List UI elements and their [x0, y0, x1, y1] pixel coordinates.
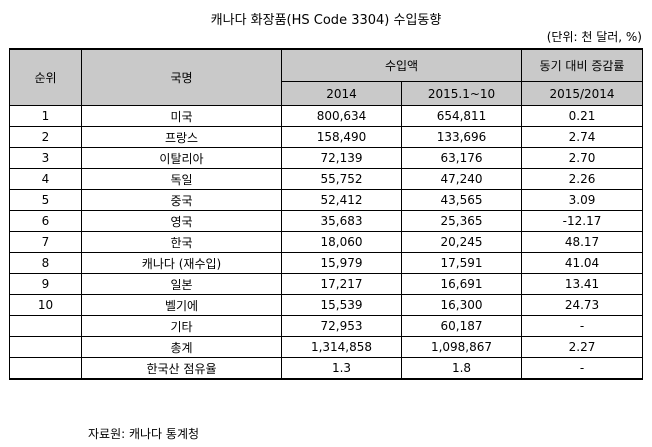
rank-cell: 1 [9, 105, 82, 127]
rank-cell [9, 357, 82, 380]
rank-cell [9, 336, 82, 358]
growth-rate-cell: - [521, 315, 643, 337]
value-2014-cell: 1,314,858 [281, 336, 402, 358]
rank-cell: 4 [9, 168, 82, 190]
value-2015-cell: 25,365 [401, 210, 522, 232]
table-row: 10 벨기에 15,539 16,300 24.73 [9, 294, 643, 316]
country-cell: 한국 [81, 231, 282, 253]
source-note: 자료원: 캐나다 통계청 [88, 427, 200, 441]
country-cell: 이탈리아 [81, 147, 282, 169]
value-2015-cell: 1,098,867 [401, 336, 522, 358]
value-2014-cell: 1.3 [281, 357, 402, 380]
unit-note: (단위: 천 달러, %) [546, 30, 642, 44]
growth-rate-cell: -12.17 [521, 210, 643, 232]
country-cell: 독일 [81, 168, 282, 190]
growth-rate-cell: 0.21 [521, 105, 643, 127]
rank-cell: 10 [9, 294, 82, 316]
value-2014-cell: 800,634 [281, 105, 402, 127]
country-cell: 기타 [81, 315, 282, 337]
country-cell: 한국산 점유율 [81, 357, 282, 380]
value-2015-cell: 16,300 [401, 294, 522, 316]
growth-rate-cell: 13.41 [521, 273, 643, 295]
growth-rate-cell: - [521, 357, 643, 380]
value-2014-cell: 17,217 [281, 273, 402, 295]
table-row: 5 중국 52,412 43,565 3.09 [9, 189, 643, 211]
header-row-1: 순위 국명 수입액 동기 대비 증감률 [9, 48, 643, 106]
value-2014-cell: 15,539 [281, 294, 402, 316]
header-year-2014: 2014 [281, 81, 402, 106]
value-2015-cell: 47,240 [401, 168, 522, 190]
country-cell: 프랑스 [81, 126, 282, 148]
value-2015-cell: 63,176 [401, 147, 522, 169]
rank-cell: 3 [9, 147, 82, 169]
value-2015-cell: 43,565 [401, 189, 522, 211]
table-row: 총계 1,314,858 1,098,867 2.27 [9, 336, 643, 358]
value-2015-cell: 60,187 [401, 315, 522, 337]
header-growth: 동기 대비 증감률 [521, 48, 643, 82]
table-row: 7 한국 18,060 20,245 48.17 [9, 231, 643, 253]
table-row: 8 캐나다 (재수입) 15,979 17,591 41.04 [9, 252, 643, 274]
header-year-2015: 2015.1~10 [401, 81, 522, 106]
growth-rate-cell: 48.17 [521, 231, 643, 253]
growth-rate-cell: 2.26 [521, 168, 643, 190]
value-2015-cell: 17,591 [401, 252, 522, 274]
value-2015-cell: 1.8 [401, 357, 522, 380]
value-2014-cell: 52,412 [281, 189, 402, 211]
growth-rate-cell: 3.09 [521, 189, 643, 211]
rank-cell: 8 [9, 252, 82, 274]
table-row: 3 이탈리아 72,139 63,176 2.70 [9, 147, 643, 169]
header-growth-period: 2015/2014 [521, 81, 643, 106]
table-row: 4 독일 55,752 47,240 2.26 [9, 168, 643, 190]
table-row: 기타 72,953 60,187 - [9, 315, 643, 337]
rank-cell: 7 [9, 231, 82, 253]
header-row-2: 2014 2015.1~10 2015/2014 [10, 81, 643, 106]
value-2015-cell: 133,696 [401, 126, 522, 148]
country-cell: 총계 [81, 336, 282, 358]
table-row: 1 미국 800,634 654,811 0.21 [9, 105, 643, 127]
growth-rate-cell: 2.27 [521, 336, 643, 358]
table-row: 6 영국 35,683 25,365 -12.17 [9, 210, 643, 232]
value-2014-cell: 72,953 [281, 315, 402, 337]
growth-rate-cell: 2.74 [521, 126, 643, 148]
table-row: 한국산 점유율 1.3 1.8 - [9, 357, 643, 380]
rank-cell: 2 [9, 126, 82, 148]
header-rank: 순위 [9, 48, 82, 106]
value-2014-cell: 15,979 [281, 252, 402, 274]
value-2014-cell: 35,683 [281, 210, 402, 232]
growth-rate-cell: 24.73 [521, 294, 643, 316]
table-title: 캐나다 화장품(HS Code 3304) 수입동향 [210, 13, 442, 28]
header-import-amount: 수입액 [281, 48, 522, 82]
country-cell: 캐나다 (재수입) [81, 252, 282, 274]
value-2014-cell: 18,060 [281, 231, 402, 253]
rank-cell: 6 [9, 210, 82, 232]
growth-rate-cell: 2.70 [521, 147, 643, 169]
country-cell: 벨기에 [81, 294, 282, 316]
import-table: 순위 국명 수입액 동기 대비 증감률 2014 2015.1~10 2015/… [9, 48, 643, 380]
value-2015-cell: 16,691 [401, 273, 522, 295]
table-row: 9 일본 17,217 16,691 13.41 [9, 273, 643, 295]
value-2014-cell: 55,752 [281, 168, 402, 190]
header-country: 국명 [81, 48, 282, 106]
rank-cell [9, 315, 82, 337]
value-2015-cell: 20,245 [401, 231, 522, 253]
country-cell: 미국 [81, 105, 282, 127]
table-row: 2 프랑스 158,490 133,696 2.74 [9, 126, 643, 148]
country-cell: 중국 [81, 189, 282, 211]
value-2014-cell: 158,490 [281, 126, 402, 148]
value-2015-cell: 654,811 [401, 105, 522, 127]
country-cell: 영국 [81, 210, 282, 232]
value-2014-cell: 72,139 [281, 147, 402, 169]
rank-cell: 5 [9, 189, 82, 211]
country-cell: 일본 [81, 273, 282, 295]
growth-rate-cell: 41.04 [521, 252, 643, 274]
rank-cell: 9 [9, 273, 82, 295]
